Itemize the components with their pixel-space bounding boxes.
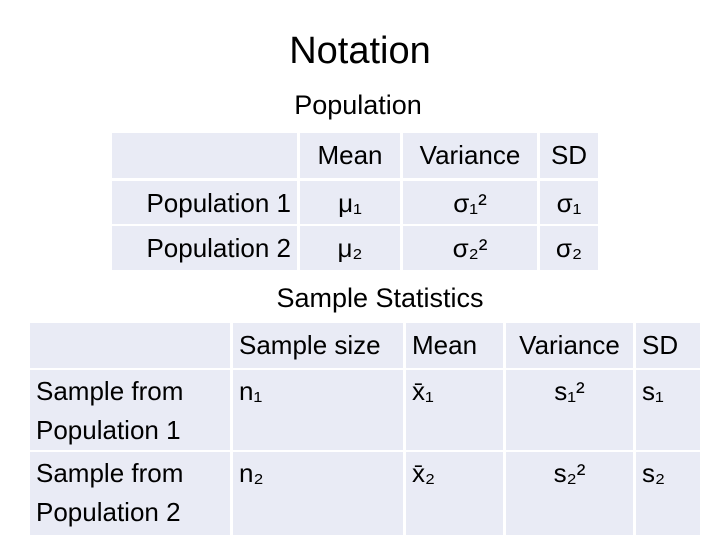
header-cell: Variance (403, 133, 537, 178)
header-cell: SD (540, 133, 598, 178)
table-cell: s₂ (636, 452, 700, 535)
header-cell: Variance (506, 323, 633, 368)
table-cell: Sample from Population 1 (30, 370, 230, 450)
sample-heading: Sample Statistics (276, 283, 484, 313)
table-cell: σ₂² (403, 226, 537, 270)
header-cell: SD (636, 323, 700, 368)
table-cell: μ₁ (300, 181, 400, 224)
header-cell (30, 323, 230, 368)
population-heading: Population (294, 90, 422, 120)
table-cell: s₁² (506, 370, 633, 450)
table-cell: x̄₂ (406, 452, 503, 535)
table-cell: σ₂ (540, 226, 598, 270)
table-cell: Sample from Population 2 (30, 452, 230, 535)
table-cell: s₁ (636, 370, 700, 450)
table-cell: σ₁² (403, 181, 537, 224)
table-cell: n₂ (233, 452, 403, 535)
table-cell: s₂² (506, 452, 633, 535)
slide-title: Notation (289, 30, 431, 72)
header-cell: Mean (406, 323, 503, 368)
header-cell (112, 133, 297, 178)
table-cell: μ₂ (300, 226, 400, 270)
table-cell: x̄₁ (406, 370, 503, 450)
table-cell: Population 2 (112, 226, 297, 270)
table-cell: n₁ (233, 370, 403, 450)
table-cell: σ₁ (540, 181, 598, 224)
header-cell: Mean (300, 133, 400, 178)
header-cell: Sample size (233, 323, 403, 368)
table-cell: Population 1 (112, 181, 297, 224)
